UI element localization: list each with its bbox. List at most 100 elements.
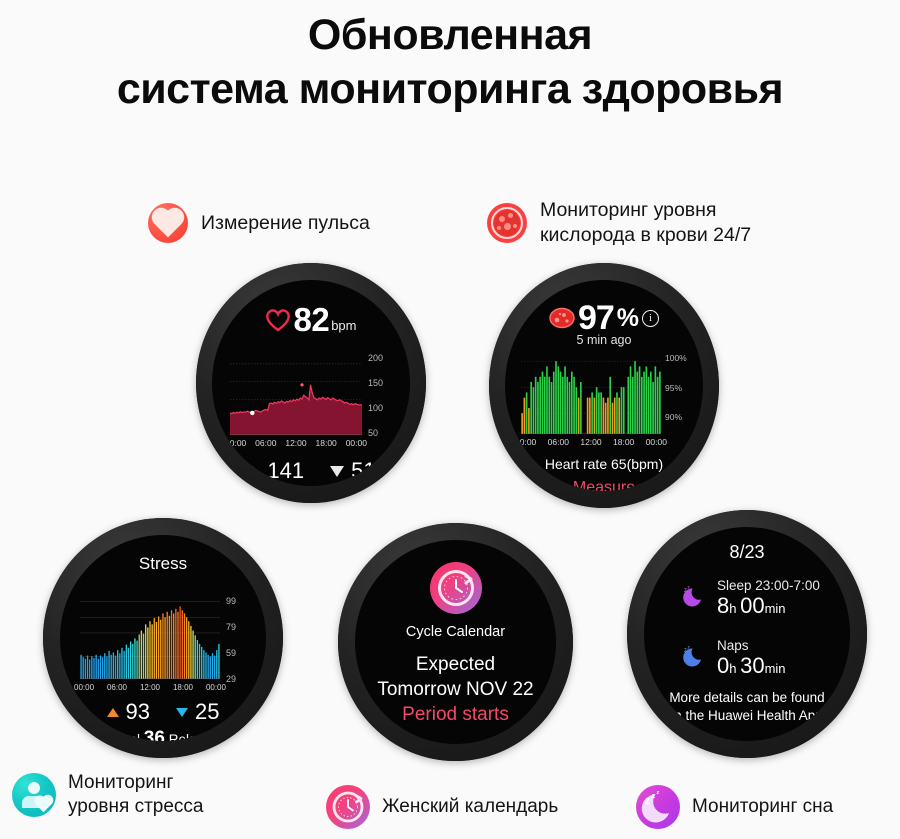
y-tick: 50	[368, 428, 379, 438]
blood-oxygen-timestamp: 5 min ago	[576, 333, 632, 347]
x-tick: 00:00	[225, 438, 247, 448]
stress-level-prefix: Level	[107, 732, 141, 741]
stress-min-value: 25	[195, 699, 220, 724]
feature-stress-label-line-1: Мониторинг	[68, 772, 174, 793]
stress-title: Stress	[138, 554, 188, 573]
info-icon[interactable]: i	[642, 309, 660, 327]
blood-drop-icon	[487, 203, 527, 243]
blood-drop-icon	[549, 307, 575, 329]
naps-hours: 0	[717, 653, 730, 678]
stress-chart	[80, 597, 220, 680]
blood-oxygen-caption: Heart rate 65(bpm)	[544, 456, 664, 472]
heart-rate-watch[interactable]: 82 bpm 200 150 100 50 00:00 06:00 12:00	[196, 263, 426, 503]
heart-rate-min: 51	[330, 458, 376, 484]
sleep-moon-icon: z z	[681, 583, 707, 609]
nap-moon-icon: z z	[681, 643, 707, 669]
triangle-up-icon	[246, 465, 261, 477]
heart-rate-max: 141	[246, 458, 304, 484]
sleep-date: 8/23	[729, 542, 765, 562]
blood-oxygen-y-axis: 100% 95% 90%	[665, 354, 687, 422]
stress-stats: 93 25	[60, 699, 266, 725]
sleep-watch[interactable]: 8/23 z z Sleep 23:00-7:00 8h 00min	[627, 510, 867, 758]
feature-blood-oxygen-label: Мониторинг уровня кислорода в крови 24/7	[540, 198, 751, 248]
cycle-calendar-title: Cycle Calendar	[405, 624, 506, 640]
x-tick: 18:00	[613, 437, 635, 447]
cycle-clock-icon	[429, 562, 482, 614]
y-tick: 79	[226, 622, 237, 632]
sleep-minutes-unit: min	[764, 601, 786, 616]
stress-watch[interactable]: Stress 99 79 59 29 00:00 06:00 12:00 18:…	[43, 518, 283, 758]
heart-rate-value: 82	[293, 301, 330, 338]
heart-rate-x-axis: 00:00 06:00 12:00 18:00 00:00	[225, 438, 367, 448]
svg-text:z: z	[652, 791, 656, 800]
blood-oxygen-watch[interactable]: 97 % i 5 min ago 100% 95% 90% 00:00 06:0…	[489, 263, 719, 508]
svg-text:z: z	[688, 585, 691, 590]
y-tick: 150	[368, 378, 384, 388]
x-tick: 00:00	[345, 438, 367, 448]
x-tick: 06:00	[255, 438, 277, 448]
triangle-down-icon	[176, 707, 188, 717]
blood-oxygen-readout: 97 % i	[505, 301, 703, 335]
feature-blood-oxygen-label-line-2: кислорода в крови 24/7	[540, 224, 752, 246]
measure-button[interactable]: Measure	[572, 479, 636, 491]
blood-oxygen-screen: 97 % i 5 min ago 100% 95% 90% 00:00 06:0…	[505, 280, 703, 491]
stress-level-state: Relaxed	[168, 732, 219, 741]
sleep-duration: 8h 00min	[717, 594, 820, 621]
sleep-screen: 8/23 z z Sleep 23:00-7:00 8h 00min	[644, 527, 850, 741]
feature-blood-oxygen-label-line-1: Мониторинг уровня	[540, 199, 717, 221]
svg-text:z: z	[645, 796, 650, 807]
sleep-minutes: 00	[740, 593, 765, 618]
sleep-more-line-2: in the Huawei Health App	[671, 708, 823, 723]
triangle-up-icon	[106, 707, 119, 717]
sleep-more-line-1: More details can be found	[669, 690, 825, 705]
naps-minutes: 30	[740, 653, 765, 678]
heart-rate-y-axis: 200 150 100 50	[368, 354, 383, 438]
sleep-main-row: z z Sleep 23:00-7:00 8h 00min	[681, 577, 820, 621]
heart-rate-chart	[229, 355, 363, 436]
feature-stress-label: Мониторинг уровня стресса	[68, 771, 203, 819]
x-tick: 18:00	[315, 438, 337, 448]
feature-stress: Мониторинг уровня стресса	[12, 771, 203, 819]
sleep-main-text: Sleep 23:00-7:00 8h 00min	[717, 577, 820, 621]
svg-text:z: z	[688, 645, 691, 650]
stress-y-axis: 99 79 59 29	[226, 597, 236, 684]
y-tick: 200	[368, 353, 384, 363]
y-tick: 59	[226, 648, 237, 658]
feature-sleep: z z z Мониторинг сна	[636, 785, 833, 829]
blood-oxygen-value: 97	[577, 299, 615, 337]
heart-rate-unit: bpm	[331, 318, 357, 333]
stress-level: Level 36 Relaxed	[60, 728, 266, 741]
svg-text:z: z	[684, 648, 687, 654]
heart-rate-readout: 82 bpm	[212, 303, 410, 336]
sleep-hours-unit: h	[729, 601, 737, 616]
x-tick: 06:00	[547, 437, 569, 447]
cycle-calendar-watch[interactable]: Cycle Calendar Expected Tomorrow NOV 22 …	[338, 523, 573, 761]
sleep-naps-row: z z Naps 0h 30min	[681, 637, 786, 681]
x-tick: 18:00	[172, 683, 193, 692]
heart-icon	[148, 203, 188, 243]
svg-text:z: z	[684, 588, 687, 594]
feature-blood-oxygen: Мониторинг уровня кислорода в крови 24/7	[487, 198, 751, 248]
feature-sleep-label: Мониторинг сна	[692, 796, 834, 817]
stress-level-value: 36	[143, 728, 165, 741]
cycle-calendar-screen: Cycle Calendar Expected Tomorrow NOV 22 …	[355, 540, 556, 744]
feature-heart-rate: Измерение пульса	[148, 203, 370, 243]
x-tick: 06:00	[106, 683, 128, 692]
naps-text: Naps 0h 30min	[717, 637, 786, 681]
x-tick: 00:00	[515, 437, 537, 447]
page-title-line-1: Обновленная	[307, 11, 593, 59]
cycle-date-label: Tomorrow NOV 22	[377, 679, 534, 700]
stress-screen: Stress 99 79 59 29 00:00 06:00 12:00 18:…	[60, 535, 266, 741]
heart-rate-max-value: 141	[267, 458, 305, 483]
feature-cycle-calendar-label: Женский календарь	[382, 796, 559, 817]
x-tick: 12:00	[580, 437, 602, 447]
y-tick: 95%	[665, 382, 683, 393]
blood-oxygen-chart	[521, 356, 661, 435]
sleep-range-label: Sleep 23:00-7:00	[717, 578, 820, 593]
x-tick: 12:00	[139, 683, 160, 692]
page-title-line-2: система мониторинга здоровья	[116, 65, 784, 113]
sleep-moon-icon: z z z	[636, 785, 680, 829]
svg-text:z: z	[657, 790, 660, 796]
sleep-more-info: More details can be found in the Huawei …	[644, 689, 850, 725]
